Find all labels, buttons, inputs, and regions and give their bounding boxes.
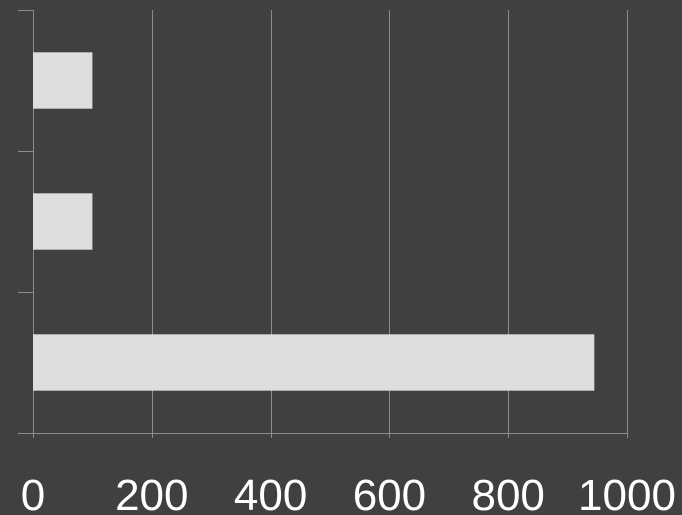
bar-1: [33, 52, 93, 109]
bar-3: [33, 334, 595, 391]
x-tick-labels: 0 200 400 600 800 1000: [21, 471, 676, 515]
x-tick-label-600: 600: [353, 471, 426, 515]
x-tick-label-0: 0: [21, 471, 45, 515]
x-tick-label-400: 400: [234, 471, 307, 515]
bars: [33, 52, 595, 391]
x-tick-label-200: 200: [115, 471, 188, 515]
x-tick-label-800: 800: [471, 471, 544, 515]
bar-2: [33, 193, 93, 250]
x-tick-label-1000: 1000: [578, 471, 676, 515]
